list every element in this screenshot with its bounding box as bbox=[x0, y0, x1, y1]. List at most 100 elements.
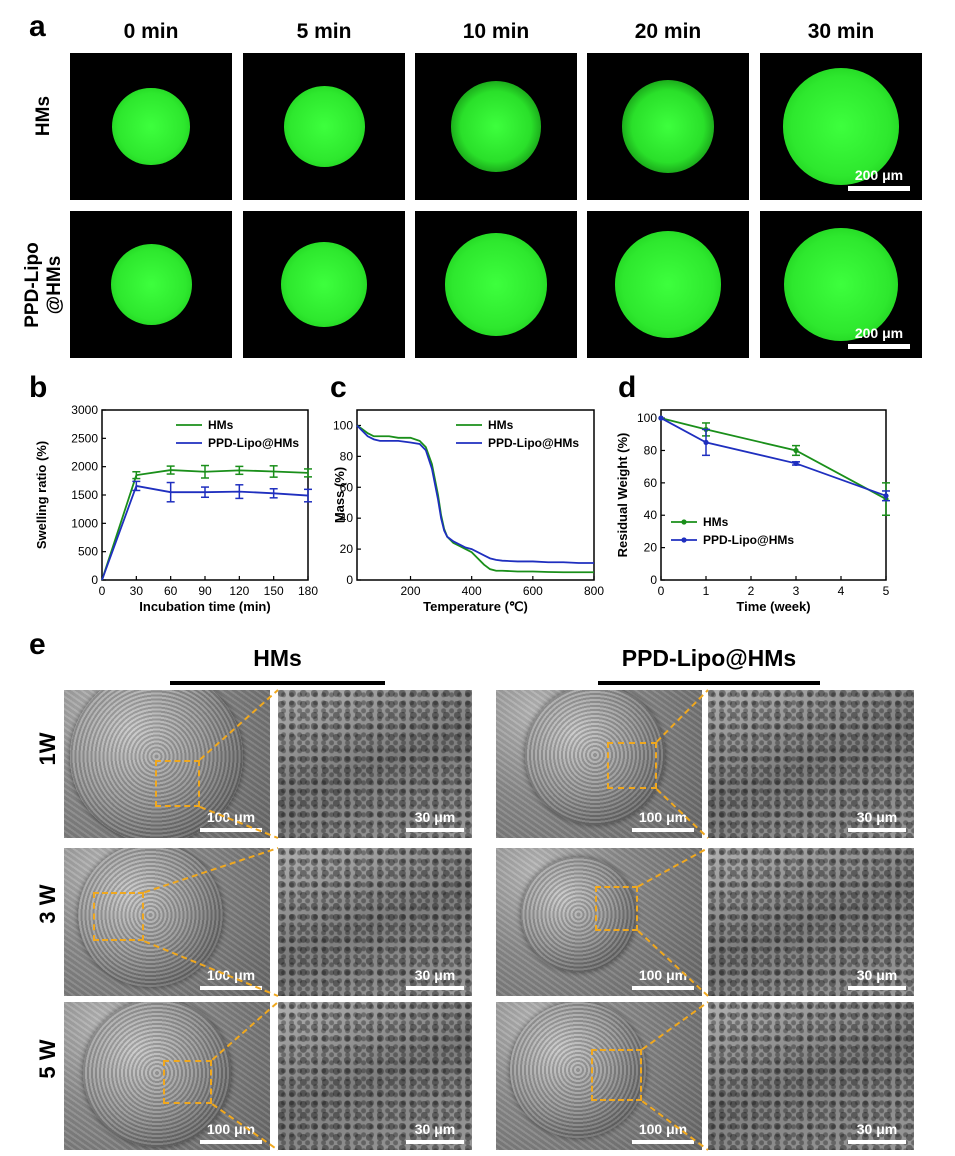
x-tick-label: 600 bbox=[523, 584, 543, 598]
chart-c-tga: 200 400 600 800 0 20 40 60 80 100 Temperature (℃) M… bbox=[332, 409, 604, 614]
group-bar-hms bbox=[170, 681, 385, 685]
series-line-0 bbox=[660, 417, 887, 500]
legend-label-0: HMs bbox=[488, 418, 514, 432]
sem-scale-bar: 100 μm bbox=[632, 809, 694, 832]
sem-scale-bar: 30 μm bbox=[406, 809, 464, 832]
legend-label-1: PPD-Lipo@HMs bbox=[208, 436, 299, 450]
y-axis-label: Residual Weight (%) bbox=[615, 433, 630, 558]
sem-scale-line bbox=[632, 828, 694, 832]
x-tick-label: 30 bbox=[130, 584, 144, 598]
x-tick-label: 0 bbox=[99, 584, 106, 598]
row-label-line: PPD-Lipo bbox=[22, 241, 43, 328]
panel-label-c: c bbox=[330, 371, 347, 404]
sem-scale-label: 100 μm bbox=[206, 809, 256, 825]
microsphere bbox=[784, 227, 898, 342]
y-tick-label: 500 bbox=[78, 545, 98, 559]
x-tick-label: 120 bbox=[229, 584, 249, 598]
sem-image-hms-overview-2: 100 μm bbox=[64, 1002, 270, 1150]
sem-scale-line bbox=[200, 986, 262, 990]
week-label-0: 1W bbox=[35, 732, 60, 766]
x-tick-label: 400 bbox=[462, 584, 482, 598]
sem-texture bbox=[708, 1002, 914, 1150]
x-tick-label: 5 bbox=[883, 584, 890, 598]
sem-image-hms-overview-0: 100 μm bbox=[64, 690, 270, 838]
scale-bar-line bbox=[848, 186, 910, 191]
zoom-region-box bbox=[92, 892, 145, 942]
y-tick-label: 1000 bbox=[71, 516, 98, 530]
x-tick-label: 2 bbox=[748, 584, 755, 598]
scale-bar: 200 μm bbox=[848, 167, 910, 191]
x-tick-label: 3 bbox=[793, 584, 800, 598]
y-tick-label: 20 bbox=[340, 542, 354, 556]
sem-texture bbox=[278, 1002, 472, 1150]
series-line-1 bbox=[660, 417, 887, 497]
sem-image-hms-zoom-0: 30 μm bbox=[278, 690, 472, 838]
fluorescence-image-1-0 bbox=[70, 211, 232, 358]
sem-scale-line bbox=[200, 1140, 262, 1144]
sem-image-ppd-overview-0: 100 μm bbox=[496, 690, 702, 838]
sem-scale-label: 30 μm bbox=[856, 809, 898, 825]
sem-image-ppd-overview-1: 100 μm bbox=[496, 848, 702, 996]
chart-d-degradation: 0 1 2 3 4 5 0 20 40 60 80 100 Time (week) Residual We… bbox=[615, 409, 890, 614]
sem-scale-bar: 30 μm bbox=[848, 967, 906, 990]
y-tick-label: 60 bbox=[340, 480, 354, 494]
sem-image-ppd-overview-2: 100 μm bbox=[496, 1002, 702, 1150]
scale-bar-label: 200 μm bbox=[854, 167, 904, 183]
x-axis-label: Temperature (℃) bbox=[423, 599, 528, 614]
week-label-2: 5 W bbox=[35, 1039, 60, 1079]
x-tick-label: 800 bbox=[584, 584, 604, 598]
fluorescence-image-1-3 bbox=[587, 211, 749, 358]
sem-scale-bar: 100 μm bbox=[200, 1121, 262, 1144]
panel-label-d: d bbox=[618, 371, 637, 404]
y-tick-label: 2500 bbox=[71, 431, 98, 445]
sem-scale-line bbox=[632, 986, 694, 990]
sem-image-hms-overview-1: 100 μm bbox=[64, 848, 270, 996]
zoom-region-box bbox=[162, 1059, 213, 1105]
sem-microsphere bbox=[524, 690, 665, 826]
fluorescence-image-1-2 bbox=[415, 211, 577, 358]
x-tick-label: 200 bbox=[401, 584, 421, 598]
x-tick-label: 1 bbox=[703, 584, 710, 598]
sem-scale-bar: 30 μm bbox=[406, 967, 464, 990]
zoom-region-box bbox=[594, 886, 639, 931]
data-point bbox=[793, 447, 799, 454]
sem-microsphere bbox=[520, 856, 637, 973]
y-tick-label: 40 bbox=[644, 508, 658, 522]
row-label-line: HMs bbox=[33, 95, 54, 136]
sem-scale-line bbox=[632, 1140, 694, 1144]
sem-microsphere bbox=[510, 1002, 647, 1139]
fluorescence-image-0-0 bbox=[70, 53, 232, 200]
plot-frame bbox=[356, 409, 595, 581]
legend-label-0: HMs bbox=[208, 418, 234, 432]
time-label-1: 5 min bbox=[296, 20, 352, 43]
microsphere bbox=[112, 87, 190, 166]
y-tick-label: 80 bbox=[340, 449, 354, 463]
microsphere bbox=[110, 244, 192, 325]
sem-scale-bar: 30 μm bbox=[848, 809, 906, 832]
scale-bar: 200 μm bbox=[848, 325, 910, 349]
data-point bbox=[658, 415, 664, 421]
sem-scale-bar: 30 μm bbox=[406, 1121, 464, 1144]
sem-image-ppd-zoom-1: 30 μm bbox=[708, 848, 914, 996]
x-axis-label: Incubation time (min) bbox=[139, 599, 270, 614]
sem-texture bbox=[708, 848, 914, 996]
sem-scale-label: 30 μm bbox=[856, 967, 898, 983]
sem-scale-label: 100 μm bbox=[638, 1121, 688, 1137]
y-axis-label: Swelling ratio (%) bbox=[34, 441, 49, 549]
sem-texture bbox=[278, 848, 472, 996]
microsphere bbox=[782, 68, 900, 185]
sem-scale-bar: 100 μm bbox=[200, 809, 262, 832]
y-tick-label: 2000 bbox=[71, 460, 98, 474]
time-label-0: 0 min bbox=[123, 20, 179, 43]
sem-scale-bar: 30 μm bbox=[848, 1121, 906, 1144]
microsphere bbox=[621, 80, 715, 173]
sem-scale-label: 30 μm bbox=[414, 967, 456, 983]
row-label-ppd-lipo-hms: PPD-Lipo @HMs bbox=[22, 215, 66, 355]
y-tick-label: 60 bbox=[644, 476, 658, 490]
sem-scale-line bbox=[848, 986, 906, 990]
sem-image-ppd-zoom-2: 30 μm bbox=[708, 1002, 914, 1150]
sem-image-hms-zoom-1: 30 μm bbox=[278, 848, 472, 996]
zoom-region-box bbox=[607, 741, 657, 790]
legend-label-0: HMs bbox=[703, 515, 729, 529]
row-label-line: @HMs bbox=[44, 255, 65, 314]
